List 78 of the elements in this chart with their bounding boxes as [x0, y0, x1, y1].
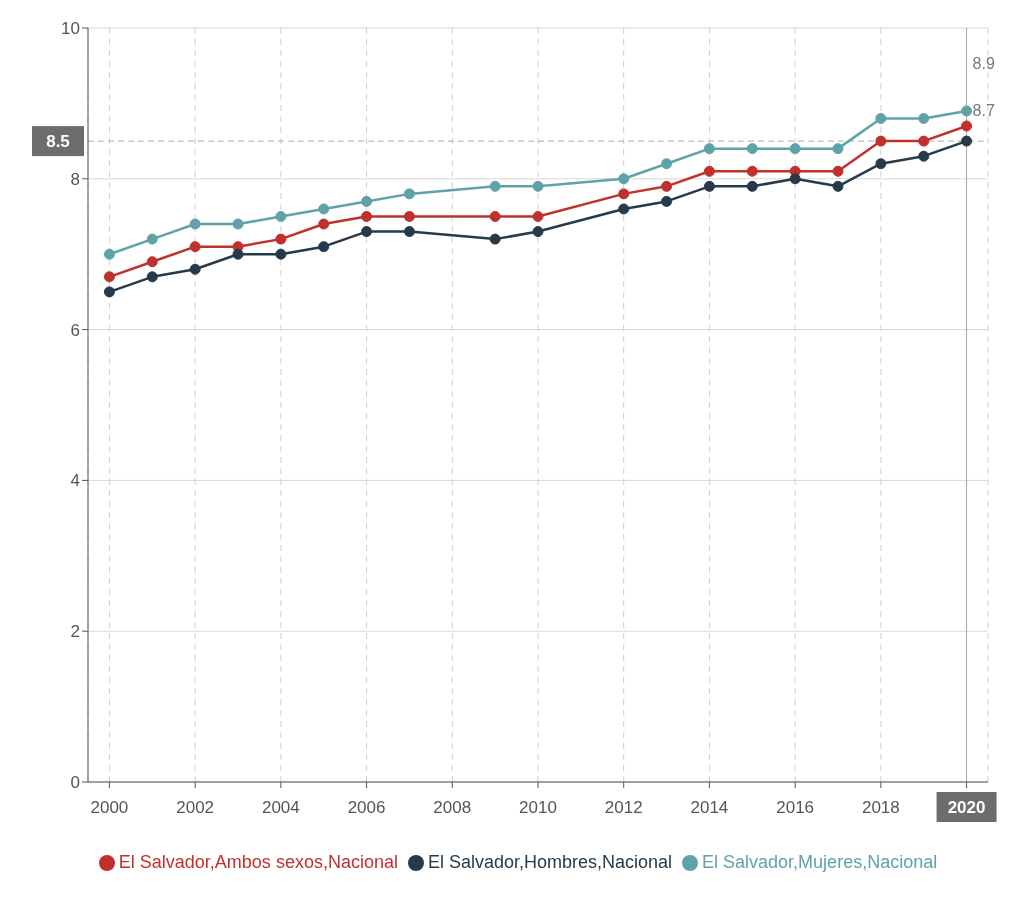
ref-line-label: 8.5 [46, 132, 70, 152]
point [403, 211, 415, 222]
point [618, 188, 630, 200]
point [403, 188, 415, 200]
x-tick-label: 2020 [947, 798, 986, 817]
x-tick-label: 2004 [261, 798, 300, 817]
point [103, 271, 115, 283]
point [146, 233, 158, 245]
point [875, 112, 887, 124]
point [618, 173, 630, 185]
point [875, 135, 887, 147]
point [746, 180, 758, 192]
point [918, 135, 930, 147]
point [103, 248, 115, 260]
point [146, 256, 158, 268]
point [275, 233, 287, 245]
y-tick-label: 10 [61, 19, 80, 39]
point [403, 226, 415, 238]
point [961, 120, 973, 132]
point [275, 211, 287, 222]
point [146, 271, 158, 283]
point [318, 218, 330, 230]
point [832, 180, 844, 192]
point [489, 180, 501, 192]
point [918, 112, 930, 124]
x-tick-label: 2006 [347, 798, 386, 817]
point [275, 248, 287, 260]
point [875, 158, 887, 170]
point [361, 211, 373, 222]
point [489, 233, 501, 245]
point [832, 143, 844, 155]
legend-label: El Salvador,Mujeres,Nacional [702, 852, 938, 872]
point [703, 143, 715, 155]
data-label: 8.7 [972, 102, 995, 120]
point [789, 143, 801, 155]
point [746, 143, 758, 155]
x-tick-label: 2010 [519, 798, 557, 817]
point [961, 105, 973, 117]
point [361, 195, 373, 207]
point [703, 165, 715, 177]
point [189, 241, 201, 253]
point [661, 158, 673, 170]
x-tick-label: 2014 [690, 798, 729, 817]
y-tick-label: 0 [70, 773, 80, 793]
y-tick-label: 4 [70, 471, 80, 491]
point [661, 195, 673, 207]
point [189, 263, 201, 275]
x-tick-label: 2002 [176, 798, 215, 817]
point [232, 248, 244, 260]
point [532, 180, 544, 192]
point [961, 135, 973, 147]
point [918, 150, 930, 162]
y-tick-label: 6 [70, 320, 80, 340]
x-tick-label: 2008 [433, 798, 472, 817]
x-tick-label: 2000 [90, 798, 129, 817]
data-label: 8.9 [972, 54, 995, 72]
x-tick-label: 2012 [604, 798, 643, 817]
point [232, 218, 244, 230]
legend-label: El Salvador,Hombres,Nacional [427, 852, 673, 872]
point [661, 180, 673, 192]
point [746, 165, 758, 177]
point [703, 180, 715, 192]
point [103, 286, 115, 298]
point [618, 203, 630, 215]
point [532, 211, 544, 222]
x-tick-label: 2018 [861, 798, 900, 817]
y-tick-label: 2 [70, 622, 80, 642]
point [189, 218, 201, 230]
point [361, 226, 373, 238]
point [789, 173, 801, 185]
x-tick-label: 2016 [776, 798, 815, 817]
y-tick-label: 8 [70, 169, 80, 189]
point [489, 211, 501, 222]
point [318, 203, 330, 215]
point [832, 165, 844, 177]
point [318, 241, 330, 253]
legend-label: El Salvador,Ambos sexos,Nacional [118, 852, 398, 872]
point [532, 226, 544, 238]
